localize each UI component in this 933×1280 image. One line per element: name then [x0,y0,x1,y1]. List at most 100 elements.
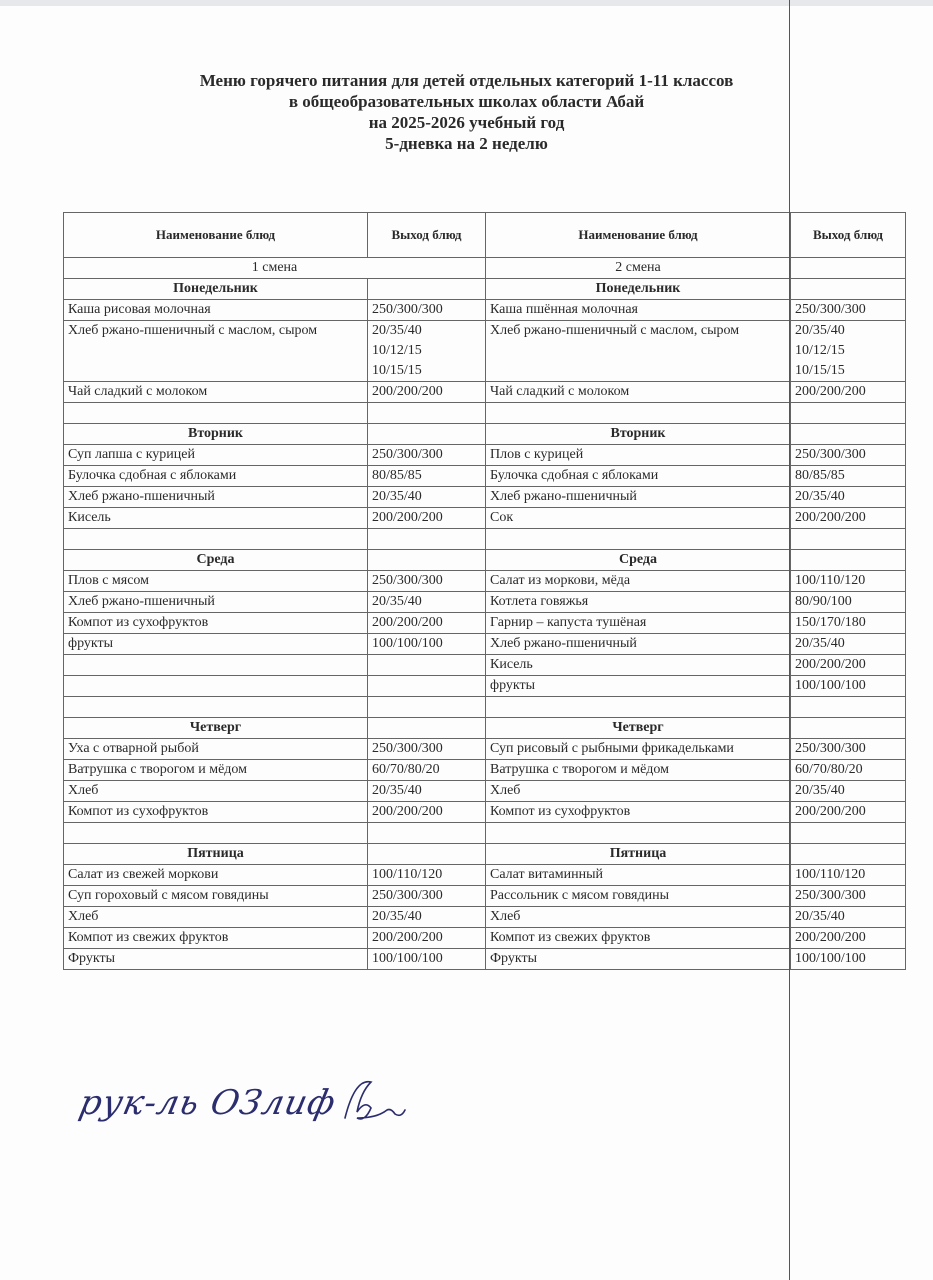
dish-name: Фрукты [485,948,791,970]
empty-cell [790,843,906,865]
empty-cell [790,278,906,300]
dish-yield: 250/300/300 [790,885,906,907]
header-yield-2: Выход блюд [790,212,906,258]
dish-yield: 250/300/300 [367,885,486,907]
day-name-shift-1: Пятница [63,843,368,865]
dish-name: Компот из сухофруктов [63,801,368,823]
dish-yield: 80/85/85 [367,465,486,487]
dish-yield: 100/100/100 [790,675,906,697]
table-row: Суп лапша с курицей 250/300/300 Плов с кур… [63,444,906,466]
title-line-1: Меню горячего питания для детей отдельны… [199,71,734,90]
empty-cell [790,423,906,445]
dish-name: Салат из моркови, мёда [485,570,791,592]
day-row: Среда Среда [63,549,906,571]
day-name-shift-2: Вторник [485,423,791,445]
day-name-shift-1: Четверг [63,717,368,739]
dish-name: Булочка сдобная с яблоками [485,465,791,487]
dish-yield: 200/200/200 [367,381,486,403]
empty-cell [367,278,486,300]
day-name-shift-1: Вторник [63,423,368,445]
empty-cell [367,822,486,844]
document-title: Меню горячего питания для детей отдельны… [0,70,933,154]
dish-name: фрукты [63,633,368,655]
dish-yield: 200/200/200 [790,381,906,403]
dish-yield: 200/200/200 [367,612,486,634]
dish-yield: 200/200/200 [790,801,906,823]
empty-cell [790,717,906,739]
scan-line [789,0,790,1280]
table-row: Хлеб ржано-пшеничный 20/35/40 Котлета говя… [63,591,906,613]
table-row: Салат из свежей моркови 100/110/120 Салат … [63,864,906,886]
dish-name: Хлеб ржано-пшеничный [485,486,791,508]
signature: рук-ль ОЗлиф [76,1068,425,1138]
dish-yield: 100/100/100 [367,948,486,970]
table-row: Кисель 200/200/200 [63,654,906,676]
shift-2-label: 2 смена [485,257,791,279]
dish-yield: 200/200/200 [790,927,906,949]
empty-cell [790,528,906,550]
dish-name: Хлеб [63,906,368,928]
dish-name: Хлеб ржано-пшеничный с маслом, сыром [485,320,791,382]
table-row: Хлеб ржано-пшеничный 20/35/40 Хлеб ржано-п… [63,486,906,508]
shift-row: 1 смена 2 смена [63,257,906,279]
day-name-shift-1: Понедельник [63,278,368,300]
title-line-4: 5-дневка на 2 неделю [385,134,548,153]
dish-name: Сок [485,507,791,529]
dish-name: Булочка сдобная с яблоками [63,465,368,487]
empty-cell [485,402,791,424]
empty-cell [367,402,486,424]
dish-yield: 250/300/300 [367,444,486,466]
day-row: Четверг Четверг [63,717,906,739]
dish-yield: 250/300/300 [367,299,486,321]
dish-name: Хлеб [485,780,791,802]
dish-yield: 60/70/80/20 [367,759,486,781]
dish-yield: 200/200/200 [790,507,906,529]
dish-yield: 60/70/80/20 [790,759,906,781]
dish-name: Хлеб ржано-пшеничный [63,486,368,508]
dish-yield: 200/200/200 [367,927,486,949]
title-line-3: на 2025-2026 учебный год [368,113,565,132]
dish-name: Чай сладкий с молоком [485,381,791,403]
dish-name: Компот из свежих фруктов [485,927,791,949]
dish-name: Компот из сухофруктов [63,612,368,634]
day-name-shift-1: Среда [63,549,368,571]
spacer-row [63,696,906,718]
dish-name: Каша рисовая молочная [63,299,368,321]
dish-name: Суп лапша с курицей [63,444,368,466]
dish-name: Хлеб ржано-пшеничный [485,633,791,655]
dish-yield: 250/300/300 [367,570,486,592]
dish-yield: 20/35/40 [367,780,486,802]
dish-name: Чай сладкий с молоком [63,381,368,403]
empty-cell [790,549,906,571]
empty-cell [485,822,791,844]
empty-cell [790,696,906,718]
table-row: фрукты 100/100/100 [63,675,906,697]
day-row: Вторник Вторник [63,423,906,445]
dish-name: Ватрушка с творогом и мёдом [485,759,791,781]
dish-yield: 150/170/180 [790,612,906,634]
dish-name: Суп гороховый с мясом говядины [63,885,368,907]
dish-yield: 20/35/40 [790,633,906,655]
table-row: Компот из сухофруктов 200/200/200 Гарнир –… [63,612,906,634]
dish-yield: 200/200/200 [367,507,486,529]
dish-name: Рассольник с мясом говядины [485,885,791,907]
dish-name: Уха с отварной рыбой [63,738,368,760]
shift-1-label: 1 смена [63,257,486,279]
dish-yield: 100/110/120 [790,864,906,886]
dish-name: Хлеб [485,906,791,928]
dish-name: Гарнир – капуста тушёная [485,612,791,634]
table-row: Хлеб ржано-пшеничный с маслом, сыром 20/3… [63,320,906,382]
empty-cell [790,822,906,844]
empty-cell [367,423,486,445]
signature-text: рук-ль ОЗлиф [75,1083,340,1123]
empty-cell [367,528,486,550]
dish-yield: 250/300/300 [367,738,486,760]
day-name-shift-2: Понедельник [485,278,791,300]
header-dish-1: Наименование блюд [63,212,368,258]
dish-name: Суп рисовый с рыбными фрикадельками [485,738,791,760]
header-dish-2: Наименование блюд [485,212,791,258]
empty-cell [367,549,486,571]
empty-cell [790,257,906,279]
table-row: Хлеб 20/35/40 Хлеб 20/35/40 [63,780,906,802]
empty-cell [485,528,791,550]
